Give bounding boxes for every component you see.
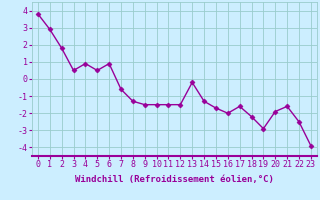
X-axis label: Windchill (Refroidissement éolien,°C): Windchill (Refroidissement éolien,°C) (75, 175, 274, 184)
